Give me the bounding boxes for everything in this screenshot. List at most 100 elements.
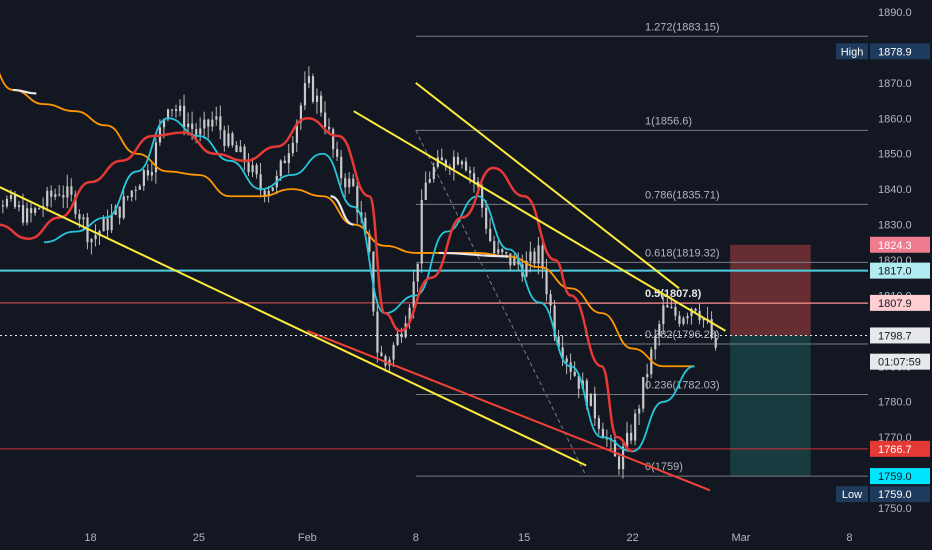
trend-channels-layer[interactable] xyxy=(0,82,727,492)
candle-body xyxy=(549,294,552,306)
channel-line xyxy=(0,186,587,467)
candle-body xyxy=(17,205,21,208)
price-label: 01:07:59 xyxy=(878,357,921,369)
candle-body xyxy=(106,218,109,231)
candle-body xyxy=(485,207,488,229)
candle-body xyxy=(299,105,303,123)
price-label: 1807.9 xyxy=(878,298,912,310)
moving-average-line xyxy=(0,72,695,368)
candle-body xyxy=(138,185,141,190)
candle-body xyxy=(416,263,419,282)
candle-body xyxy=(694,308,697,312)
candle-body xyxy=(460,161,464,165)
candle-body xyxy=(263,190,266,197)
candle-body xyxy=(187,123,190,128)
candle-body xyxy=(553,305,556,337)
candle-body xyxy=(392,344,395,360)
candle-body xyxy=(54,194,57,197)
fib-level-label: 0.5(1807.8) xyxy=(645,288,702,300)
moving-average-line xyxy=(330,195,355,226)
candle-body xyxy=(223,130,226,146)
price-tick-label: 1830.0 xyxy=(878,220,912,232)
fib-level-label: 0.618(1819.32) xyxy=(645,247,720,259)
candle-body xyxy=(440,157,443,161)
moving-averages-layer xyxy=(0,72,695,453)
price-label-bg xyxy=(870,262,930,279)
candle-body xyxy=(493,241,496,254)
candle-body xyxy=(468,170,472,174)
candle-body xyxy=(307,76,311,84)
fib-level-label: 1(1856.6) xyxy=(645,115,692,127)
candle-body xyxy=(82,217,85,220)
price-label-bg xyxy=(870,43,930,60)
candle-body xyxy=(336,149,339,157)
candle-body xyxy=(134,189,137,191)
candle-body xyxy=(497,249,500,254)
candle-body xyxy=(166,109,170,120)
candle-body xyxy=(98,231,101,236)
candle-body xyxy=(489,228,492,242)
price-label: 1798.7 xyxy=(878,330,912,342)
candle-body xyxy=(251,165,254,173)
candle-body xyxy=(714,337,717,348)
candle-body xyxy=(356,186,359,213)
candle-body xyxy=(9,195,13,199)
candle-body xyxy=(195,129,198,135)
candle-body xyxy=(710,319,713,338)
candle-body xyxy=(352,178,355,187)
candle-body xyxy=(605,438,609,440)
candle-body xyxy=(183,105,186,128)
price-label-bg xyxy=(870,236,930,253)
candle-body xyxy=(348,178,351,188)
price-tick-label: 1840.0 xyxy=(878,184,912,196)
candle-body xyxy=(428,179,431,183)
candle-body xyxy=(328,126,331,130)
fibonacci-layer[interactable]: 1.272(1883.15) 1(1856.6) 0.786(1835.71) 0.6… xyxy=(415,21,904,477)
moving-average-line xyxy=(0,117,633,453)
candle-body xyxy=(203,119,206,129)
price-label-prefix: Low xyxy=(842,489,862,501)
price-label: 1759.0 xyxy=(878,489,912,501)
time-tick-label: 25 xyxy=(193,532,205,544)
price-tick-label: 1870.0 xyxy=(878,78,912,90)
candle-body xyxy=(654,335,657,350)
price-label: 1766.7 xyxy=(878,444,912,456)
candle-body xyxy=(630,432,633,441)
candle-body xyxy=(5,198,9,207)
candle-body xyxy=(613,440,617,457)
candle-body xyxy=(424,182,427,200)
price-tick-label: 1750.0 xyxy=(878,503,912,515)
price-label-bg xyxy=(870,327,930,344)
time-axis[interactable]: 18 25 Feb 8 15 22 Mar 8 xyxy=(84,532,852,544)
candle-body xyxy=(255,165,258,175)
candle-body xyxy=(78,214,81,220)
candle-body xyxy=(344,178,347,188)
candle-body xyxy=(561,347,564,359)
candle-body xyxy=(118,206,121,218)
candle-body xyxy=(432,166,435,180)
candle-body xyxy=(38,208,41,210)
candle-body xyxy=(247,162,250,173)
price-label-bg xyxy=(870,353,930,370)
price-label-prefix: High xyxy=(841,46,864,58)
candle-body xyxy=(376,311,379,353)
candle-body xyxy=(1,205,5,207)
candle-body xyxy=(62,195,65,198)
candle-body xyxy=(191,123,194,130)
candle-body xyxy=(162,119,166,128)
candle-body xyxy=(541,245,544,269)
candle-body xyxy=(259,174,262,191)
take-profit-zone xyxy=(730,335,811,477)
candle-body xyxy=(420,199,423,264)
candle-body xyxy=(678,315,681,324)
candle-body xyxy=(30,208,33,214)
candle-body xyxy=(219,116,222,131)
candle-body xyxy=(686,316,689,319)
position-box-layer[interactable] xyxy=(730,244,811,477)
candle-body xyxy=(501,249,504,253)
candle-body xyxy=(227,133,230,146)
candle-body xyxy=(593,393,596,419)
candle-body xyxy=(505,252,508,254)
candle-body xyxy=(287,153,290,164)
